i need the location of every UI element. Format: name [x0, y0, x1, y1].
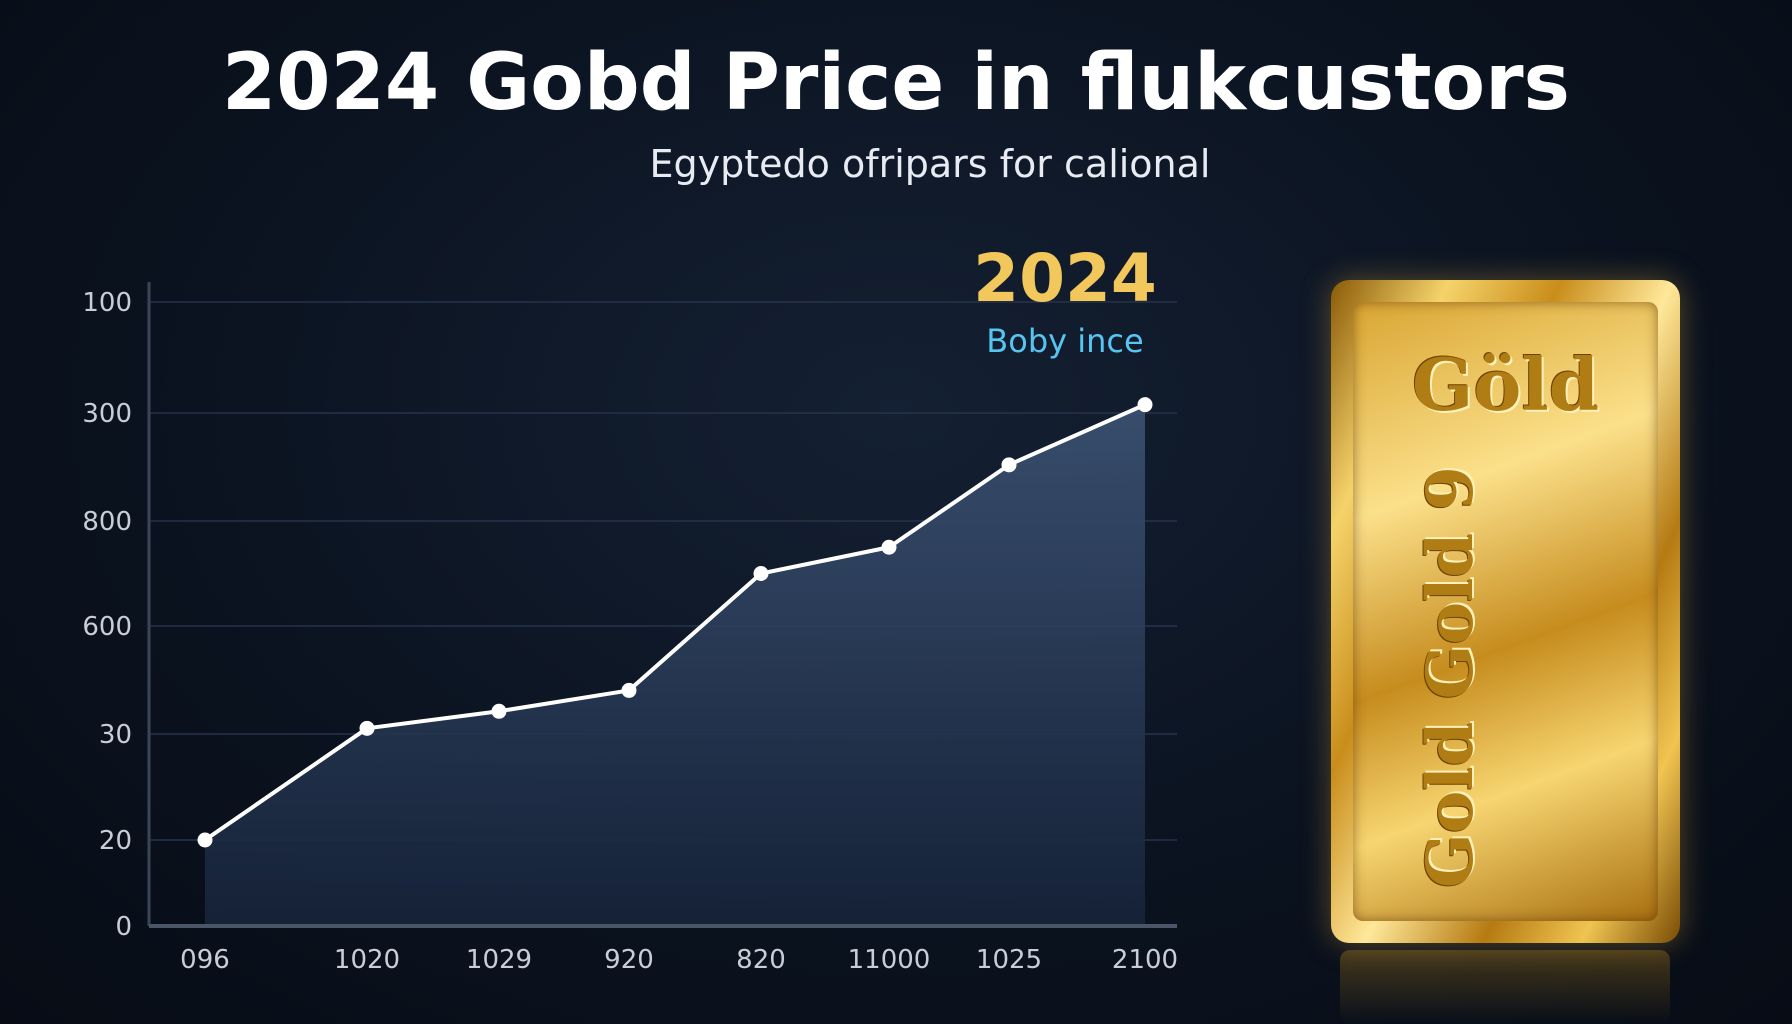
y-tick-label: 20: [99, 826, 132, 856]
y-tick-label: 0: [115, 912, 132, 942]
data-point: [1001, 457, 1017, 473]
gold-bar-reflection: [1340, 950, 1670, 1024]
chart-title: 2024 Gobd Price in flukcustors: [222, 38, 1570, 128]
data-point: [359, 720, 375, 736]
gold-bar-side-lettering: Gold Gold 9: [1413, 466, 1488, 888]
x-tick-label: 096: [180, 945, 230, 975]
y-tick-label: 30: [99, 720, 132, 750]
x-tick-label: 11000: [848, 945, 931, 975]
gold-bar-face: Göld Gold Gold 9: [1353, 302, 1658, 921]
y-tick-label: 100: [82, 288, 132, 318]
series-line: [203, 402, 1146, 842]
x-tick-label: 820: [736, 945, 786, 975]
x-tick-label: 920: [604, 945, 654, 975]
data-point: [491, 703, 507, 719]
data-point: [881, 539, 897, 555]
y-tick-label: 800: [82, 507, 132, 537]
data-point: [197, 832, 213, 848]
x-tick-label: 1025: [976, 945, 1042, 975]
y-tick-label: 300: [82, 399, 132, 429]
chart-subtitle: Egyptedo ofripars for calional: [649, 142, 1211, 186]
x-tick-label: 2100: [1112, 945, 1178, 975]
area-fill: [205, 404, 1145, 926]
annotation-year: 2024: [973, 240, 1157, 317]
data-point: [753, 566, 769, 581]
x-tick-label: 1029: [466, 945, 532, 975]
y-tick-label: 600: [82, 612, 132, 642]
gold-bar-lettering: Göld: [1411, 342, 1600, 427]
x-tick-label: 1020: [334, 945, 400, 975]
annotation-label: Boby ince: [986, 322, 1144, 360]
gold-bar-image: Göld Gold Gold 9: [1331, 280, 1680, 943]
data-point: [621, 682, 637, 698]
data-point: [1137, 397, 1153, 413]
